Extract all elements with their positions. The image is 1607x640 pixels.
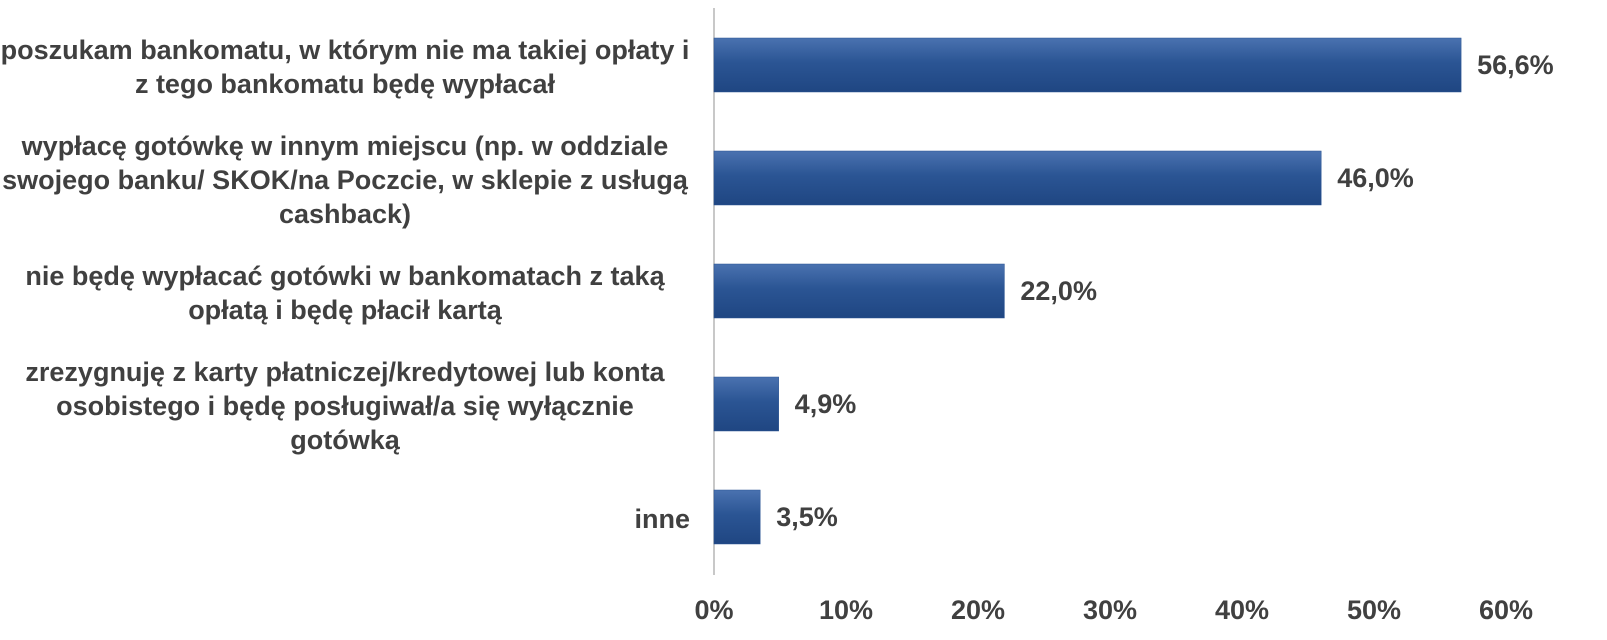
category-text: zrezygnuję z karty płatniczej/kredytowej… [25, 357, 665, 455]
category-label: poszukam bankomatu, w którym nie ma taki… [0, 33, 690, 101]
data-label: 46,0% [1337, 163, 1414, 193]
x-tick-label: 50% [1347, 595, 1401, 625]
category-text: nie będę wypłacać gotówki w bankomatach … [25, 261, 665, 325]
category-label: nie będę wypłacać gotówki w bankomatach … [0, 259, 690, 327]
x-tick-label: 10% [819, 595, 873, 625]
data-label: 3,5% [776, 502, 838, 532]
category-text: inne [634, 504, 690, 534]
bar [713, 489, 761, 545]
bar [713, 37, 1462, 93]
category-label: zrezygnuję z karty płatniczej/kredytowej… [0, 355, 690, 457]
data-label: 56,6% [1477, 50, 1554, 80]
bar [713, 263, 1005, 319]
x-tick-label: 60% [1479, 595, 1533, 625]
data-label: 22,0% [1020, 276, 1097, 306]
x-tick-label: 0% [694, 595, 733, 625]
category-label: inne [0, 502, 690, 536]
x-tick-label: 40% [1215, 595, 1269, 625]
bar [713, 150, 1322, 206]
category-label: wypłacę gotówkę w innym miejscu (np. w o… [0, 129, 690, 231]
x-tick-label: 30% [1083, 595, 1137, 625]
category-text: wypłacę gotówkę w innym miejscu (np. w o… [2, 131, 688, 229]
data-label: 4,9% [795, 389, 857, 419]
category-text: poszukam bankomatu, w którym nie ma taki… [0, 35, 690, 99]
bar [713, 376, 779, 432]
x-tick-label: 20% [951, 595, 1005, 625]
